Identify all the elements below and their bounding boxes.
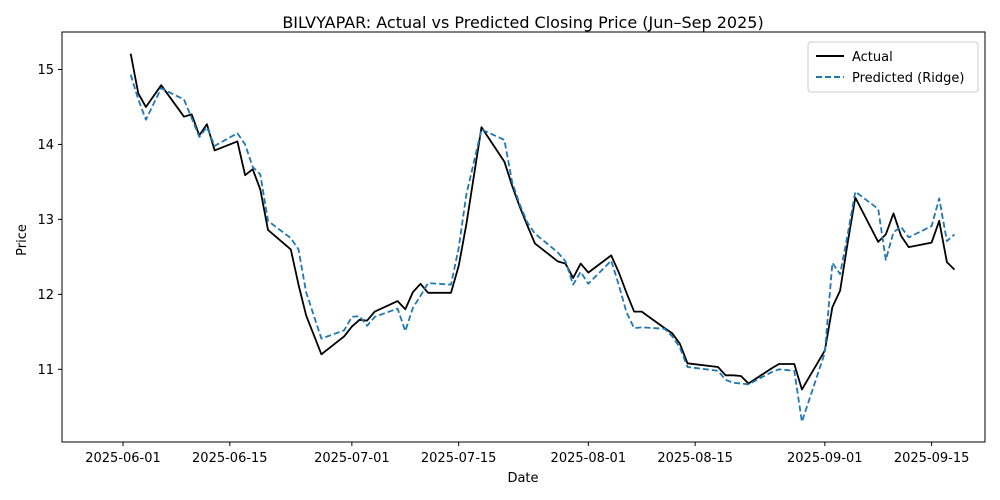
legend-label-predicted: Predicted (Ridge) [852,71,964,86]
x-axis: 2025-06-01 2025-06-15 2025-07-01 2025-07-15… [85,442,969,466]
y-tick-label: 13 [37,213,54,228]
y-tick-label: 15 [37,63,54,78]
series-line-predicted [129,74,956,423]
x-tick-label: 2025-09-15 [894,451,970,466]
y-axis: 11 12 13 14 15 [37,63,62,378]
y-tick-label: 14 [37,138,54,153]
x-tick-label: 2025-06-01 [85,451,161,466]
legend: Actual Predicted (Ridge) [807,41,979,93]
x-tick-label: 2025-08-01 [551,451,627,466]
chart-title: BILVYAPAR: Actual vs Predicted Closing P… [282,13,763,32]
legend-label-actual: Actual [852,50,893,65]
x-tick-label: 2025-07-15 [421,451,497,466]
series-line-actual [129,53,956,391]
x-tick-label: 2025-09-01 [787,451,863,466]
y-tick-label: 12 [37,288,54,303]
plot-frame [61,31,986,443]
x-tick-label: 2025-06-15 [192,451,268,466]
x-axis-label: Date [507,471,538,486]
x-tick-label: 2025-07-01 [314,451,390,466]
legend-box [807,41,979,93]
y-axis-label: Price [15,224,30,256]
x-tick-label: 2025-08-15 [657,451,733,466]
y-tick-label: 11 [37,363,54,378]
series-layer [129,53,956,423]
plot-area [61,31,986,443]
